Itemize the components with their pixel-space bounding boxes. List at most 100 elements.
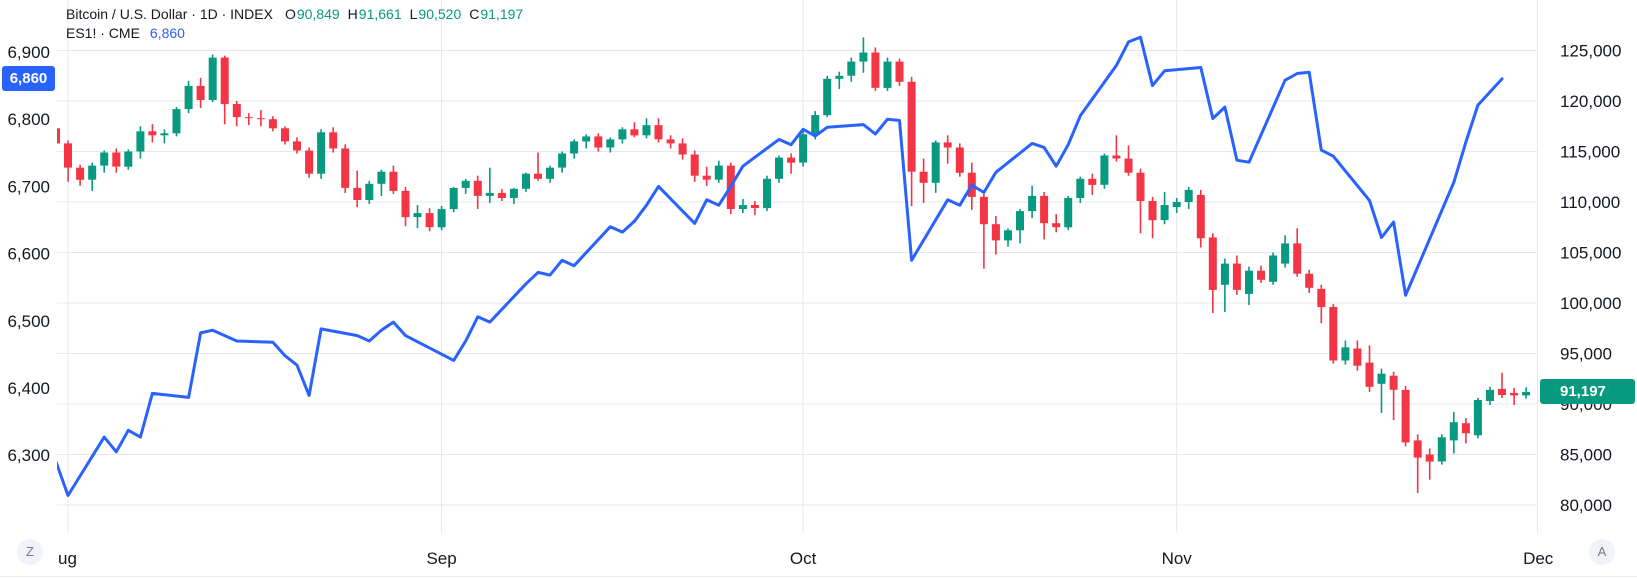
right-axis-tick: 115,000 bbox=[1560, 143, 1620, 162]
candle bbox=[1004, 228, 1012, 247]
candle bbox=[787, 153, 796, 174]
candle bbox=[955, 143, 964, 177]
candle bbox=[1052, 214, 1061, 233]
candle bbox=[1473, 397, 1482, 439]
candle bbox=[1124, 145, 1133, 176]
candle bbox=[642, 118, 651, 139]
bitcoin-price-tag: 91,197 bbox=[1540, 379, 1635, 405]
candle bbox=[1269, 252, 1278, 285]
candle bbox=[365, 180, 374, 204]
candle bbox=[1389, 371, 1398, 421]
candle bbox=[268, 116, 277, 132]
ohlc-close-value: 91,197 bbox=[480, 6, 524, 22]
es1-price-tag-value: 6,860 bbox=[9, 70, 48, 88]
candle bbox=[1028, 185, 1037, 219]
candle bbox=[196, 77, 205, 109]
candle bbox=[738, 199, 747, 214]
candle bbox=[220, 55, 229, 125]
candle bbox=[775, 155, 783, 183]
candle bbox=[377, 169, 386, 196]
candle bbox=[1064, 195, 1073, 231]
candle bbox=[1245, 266, 1253, 305]
candle bbox=[401, 186, 410, 227]
candle bbox=[1377, 368, 1386, 413]
candle bbox=[1461, 418, 1470, 444]
ohlc-open-value: 90,849 bbox=[296, 6, 340, 22]
candle bbox=[437, 206, 446, 231]
candle bbox=[1257, 265, 1265, 283]
candle bbox=[76, 164, 85, 186]
candle bbox=[546, 165, 554, 183]
legend: Bitcoin / U.S. Dollar · 1D · INDEX O90,84… bbox=[66, 5, 531, 43]
candle bbox=[558, 151, 567, 173]
candle bbox=[847, 57, 856, 82]
candle bbox=[497, 188, 506, 201]
candle bbox=[425, 208, 434, 232]
month-label: Sep bbox=[426, 549, 456, 568]
candle bbox=[931, 140, 940, 193]
candle bbox=[1365, 345, 1374, 392]
left-axis-labels[interactable]: 6,900 6,800 6,700 6,600 6,500 6,400 6,300 bbox=[7, 43, 50, 465]
candle bbox=[1100, 153, 1109, 189]
candle bbox=[1112, 135, 1121, 162]
legend-row-es1[interactable]: ES1! · CME 6,860 bbox=[66, 24, 531, 43]
candle bbox=[1522, 387, 1531, 399]
symbol-title-bitcoin: Bitcoin / U.S. Dollar · 1D · INDEX bbox=[66, 6, 273, 22]
right-axis-pane[interactable] bbox=[1538, 0, 1637, 579]
candle bbox=[1136, 168, 1145, 234]
candle bbox=[184, 80, 193, 114]
right-axis-tick: 80,000 bbox=[1560, 496, 1612, 515]
candle bbox=[1076, 176, 1085, 204]
candle bbox=[907, 76, 916, 207]
month-label: ug bbox=[58, 549, 77, 568]
ohlc-low-value: 90,520 bbox=[418, 6, 462, 22]
candle bbox=[329, 127, 338, 153]
right-axis-labels[interactable]: 125,000 120,000 115,000 110,000 105,000 100,0… bbox=[1560, 42, 1621, 516]
es-line-series bbox=[57, 35, 1504, 497]
candle bbox=[859, 37, 868, 73]
left-axis-tick: 6,600 bbox=[7, 245, 50, 264]
candle bbox=[473, 175, 482, 209]
candle bbox=[1329, 304, 1338, 364]
candle bbox=[232, 101, 241, 127]
candle bbox=[112, 148, 121, 173]
time-axis-strip[interactable] bbox=[0, 545, 1637, 579]
right-axis-tick: 105,000 bbox=[1560, 244, 1621, 263]
candle bbox=[136, 126, 145, 159]
candle bbox=[606, 137, 615, 153]
candle bbox=[1413, 434, 1422, 493]
bitcoin-price-tag-value: 91,197 bbox=[1560, 383, 1606, 401]
candle bbox=[534, 152, 542, 181]
candle bbox=[582, 134, 591, 149]
candle bbox=[654, 118, 663, 143]
right-axis-tick: 100,000 bbox=[1560, 294, 1621, 313]
candle bbox=[1437, 434, 1446, 465]
candle bbox=[630, 122, 639, 138]
candle bbox=[1449, 412, 1458, 454]
candle bbox=[570, 139, 579, 159]
left-axis-tick: 6,900 bbox=[7, 43, 50, 62]
left-axis-tick: 6,800 bbox=[7, 110, 50, 129]
candlestick-series bbox=[57, 37, 1531, 493]
candle bbox=[823, 75, 832, 118]
candle bbox=[943, 135, 952, 164]
candle bbox=[1353, 340, 1362, 371]
candle bbox=[172, 107, 181, 137]
candle bbox=[1293, 228, 1302, 277]
auto-scale-button[interactable]: A bbox=[1589, 539, 1615, 565]
candle bbox=[811, 111, 820, 140]
timezone-button[interactable]: Z bbox=[17, 539, 43, 565]
candle bbox=[1317, 284, 1326, 324]
candle bbox=[1305, 269, 1314, 293]
legend-row-bitcoin[interactable]: Bitcoin / U.S. Dollar · 1D · INDEX O90,84… bbox=[66, 5, 531, 24]
candle bbox=[509, 187, 518, 205]
candle bbox=[1208, 233, 1217, 314]
candle bbox=[1220, 258, 1229, 313]
candle bbox=[389, 165, 398, 194]
candle bbox=[522, 172, 530, 192]
candle bbox=[1184, 186, 1193, 210]
candle bbox=[1172, 198, 1181, 214]
candle bbox=[1486, 386, 1494, 405]
